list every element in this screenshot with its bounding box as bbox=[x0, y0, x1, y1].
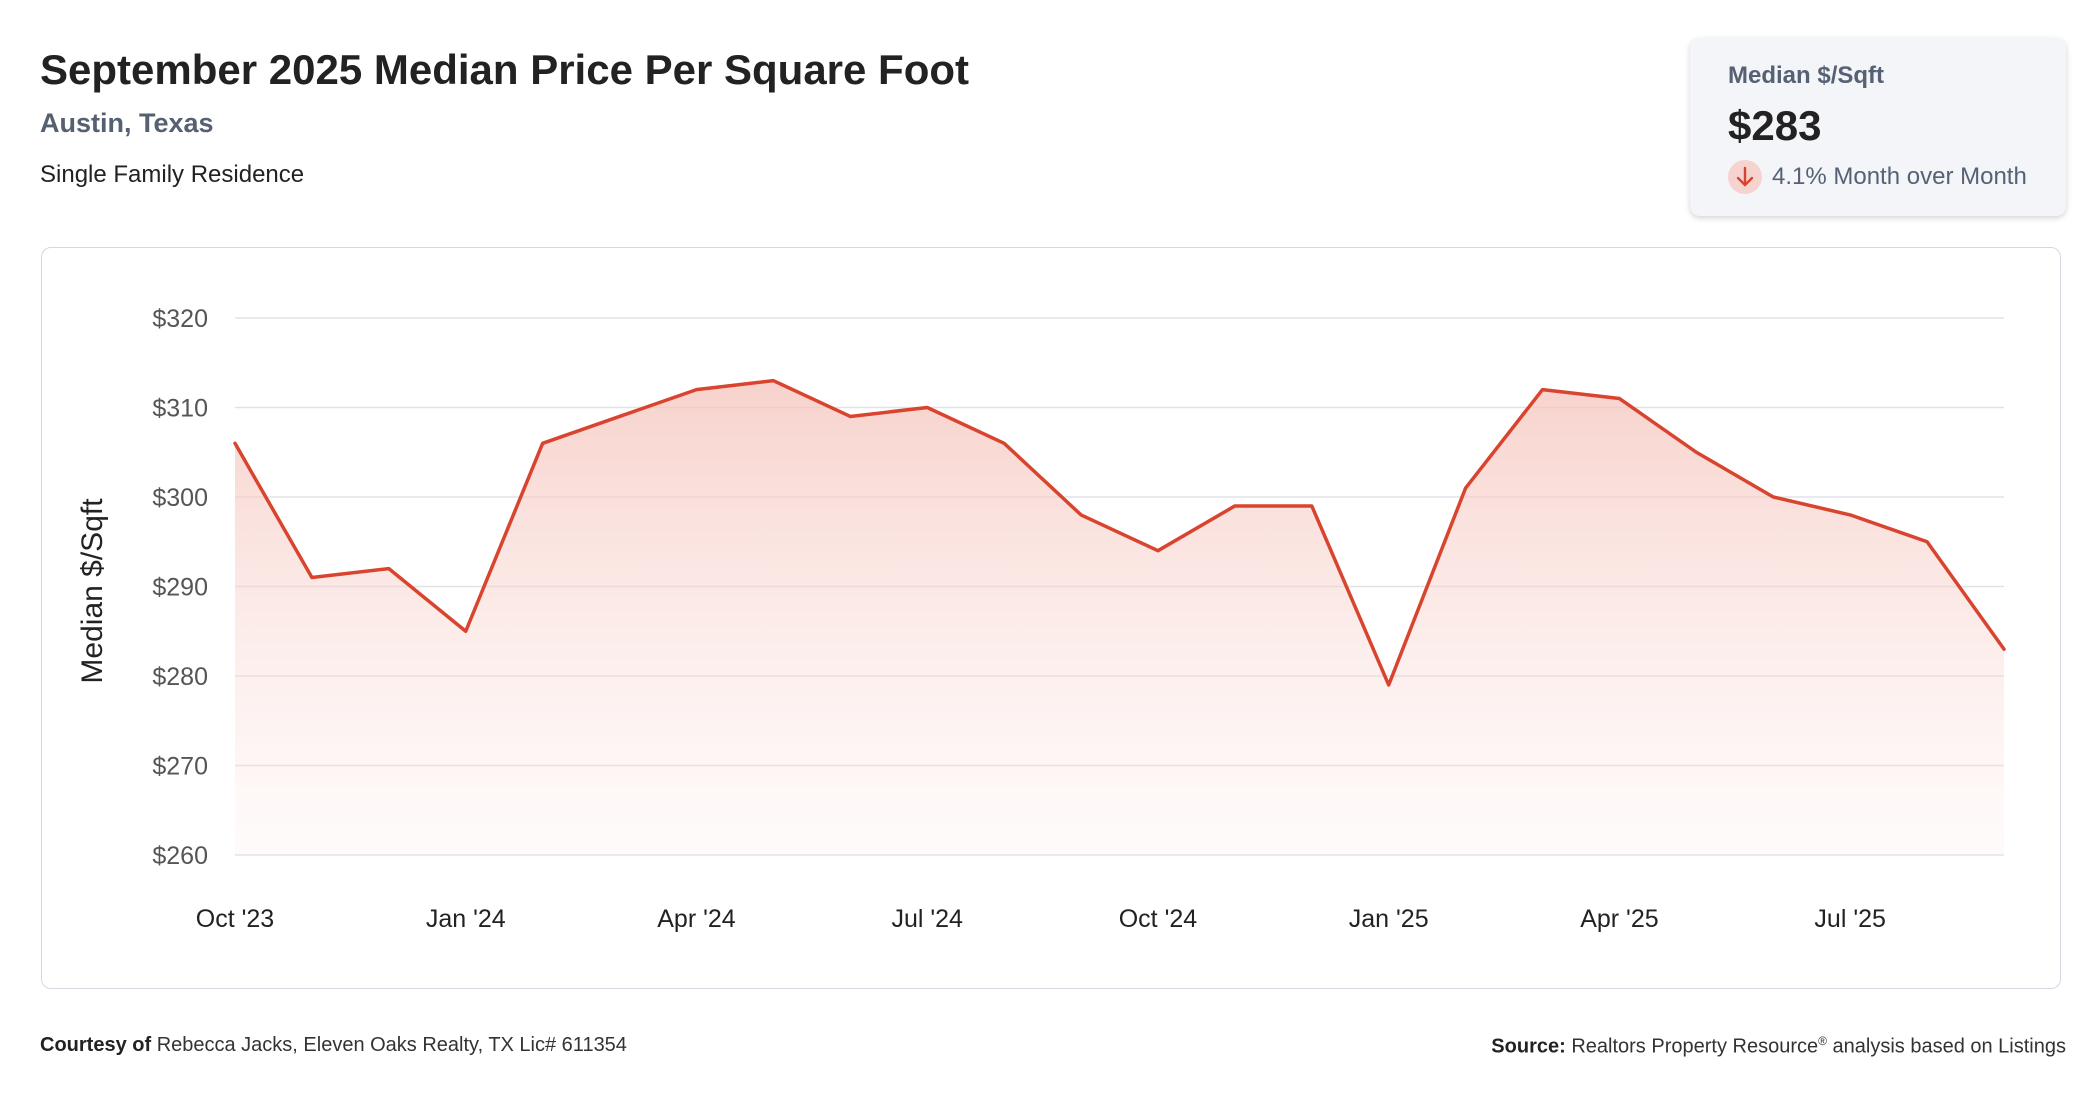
y-tick-label: $280 bbox=[152, 663, 208, 691]
median-stat-card: Median $/Sqft $283 4.1% Month over Month bbox=[1690, 38, 2066, 216]
y-tick-label: $270 bbox=[152, 753, 208, 781]
stat-change-text: 4.1% Month over Month bbox=[1772, 163, 2027, 190]
y-tick-label: $300 bbox=[152, 484, 208, 512]
data-point bbox=[1079, 513, 1083, 517]
x-tick-label: Apr '24 bbox=[657, 905, 736, 933]
data-point bbox=[310, 576, 314, 580]
source-label: Source: bbox=[1491, 1035, 1566, 1058]
data-point bbox=[1387, 683, 1391, 687]
data-point bbox=[464, 629, 468, 633]
data-point bbox=[387, 567, 391, 571]
x-tick-label: Jan '25 bbox=[1349, 905, 1429, 933]
stat-change: 4.1% Month over Month bbox=[1728, 160, 2066, 194]
data-point bbox=[1464, 486, 1468, 490]
courtesy-label: Courtesy of bbox=[40, 1034, 152, 1056]
data-point bbox=[1617, 397, 1621, 401]
x-tick-label: Jul '25 bbox=[1814, 905, 1885, 933]
data-point bbox=[1002, 441, 1006, 445]
source-footer: Source: Realtors Property Resource® anal… bbox=[1491, 1034, 2066, 1059]
data-point bbox=[1156, 549, 1160, 553]
y-axis: $320 $310 $300 $290 $280 $270 $260 bbox=[152, 305, 208, 870]
x-tick-label: Jan '24 bbox=[426, 905, 506, 933]
stat-label: Median $/Sqft bbox=[1728, 62, 1885, 89]
courtesy-text: Rebecca Jacks, Eleven Oaks Realty, TX Li… bbox=[156, 1034, 627, 1056]
chart-container: $320 $310 $300 $290 $280 $270 $260 Oct '23 Jan … bbox=[41, 247, 2061, 989]
source-text-b: analysis based on Listings bbox=[1832, 1035, 2066, 1058]
data-point bbox=[1771, 495, 1775, 499]
stat-value: $283 bbox=[1728, 102, 1822, 149]
data-point bbox=[2002, 647, 2006, 651]
x-tick-label: Oct '24 bbox=[1119, 905, 1198, 933]
price-per-sqft-chart: $320 $310 $300 $290 $280 $270 $260 Oct '23 Jan … bbox=[76, 305, 2006, 933]
data-point bbox=[1925, 540, 1929, 544]
data-point bbox=[1310, 504, 1314, 508]
series-polyline bbox=[233, 378, 2006, 687]
x-tick-label: Apr '25 bbox=[1580, 905, 1658, 933]
data-point bbox=[618, 414, 622, 418]
data-point bbox=[1233, 504, 1237, 508]
property-type-label: Single Family Residence bbox=[40, 161, 305, 188]
area-fill bbox=[235, 380, 2004, 855]
data-point bbox=[233, 441, 237, 445]
data-point bbox=[1541, 388, 1545, 392]
data-point bbox=[694, 388, 698, 392]
data-point bbox=[925, 406, 929, 410]
source-text-a: Realtors Property Resource bbox=[1571, 1035, 1819, 1058]
y-tick-label: $320 bbox=[152, 305, 208, 333]
data-point bbox=[1848, 513, 1852, 517]
arrow-down-icon bbox=[1728, 160, 1762, 194]
courtesy-footer: Courtesy of Rebecca Jacks, Eleven Oaks R… bbox=[40, 1034, 627, 1057]
x-tick-label: Jul '24 bbox=[891, 905, 963, 933]
y-tick-label: $310 bbox=[152, 395, 208, 423]
y-tick-label: $260 bbox=[152, 842, 208, 870]
series-line bbox=[233, 378, 2006, 687]
y-axis-label: Median $/Sqft bbox=[76, 498, 109, 684]
data-point bbox=[1694, 450, 1698, 454]
data-point bbox=[848, 414, 852, 418]
location-subtitle: Austin, Texas bbox=[40, 108, 214, 138]
x-tick-label: Oct '23 bbox=[196, 905, 274, 933]
data-point bbox=[541, 441, 545, 445]
registered-mark: ® bbox=[1818, 1034, 1827, 1048]
data-point bbox=[771, 379, 775, 383]
area-path bbox=[235, 380, 2004, 855]
y-tick-label: $290 bbox=[152, 574, 208, 602]
page-title: September 2025 Median Price Per Square F… bbox=[40, 46, 970, 93]
x-axis: Oct '23 Jan '24 Apr '24 Jul '24 Oct '24 Jan '… bbox=[196, 905, 1886, 933]
